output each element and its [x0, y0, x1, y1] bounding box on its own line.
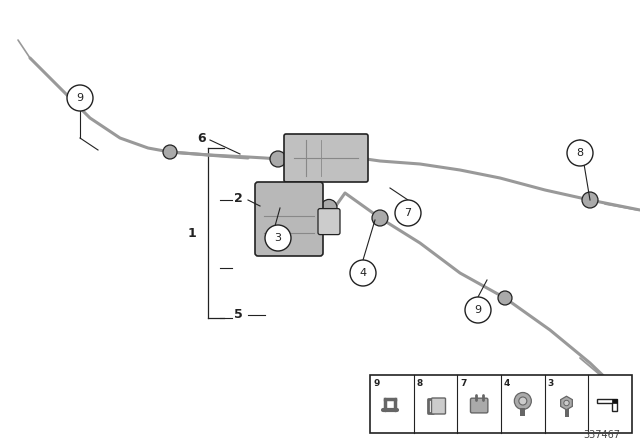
Text: 3: 3: [548, 379, 554, 388]
Circle shape: [498, 291, 512, 305]
Circle shape: [582, 192, 598, 208]
Circle shape: [265, 225, 291, 251]
FancyBboxPatch shape: [431, 398, 445, 414]
Text: 9: 9: [474, 305, 481, 315]
Text: 9: 9: [373, 379, 380, 388]
Text: 5: 5: [234, 309, 243, 322]
Polygon shape: [597, 399, 617, 411]
Text: 3: 3: [275, 233, 282, 243]
Circle shape: [350, 260, 376, 286]
Bar: [370, 375, 632, 433]
Text: 337467: 337467: [583, 430, 620, 440]
Text: 7: 7: [404, 208, 412, 218]
Circle shape: [567, 140, 593, 166]
Circle shape: [395, 200, 421, 226]
Polygon shape: [612, 399, 617, 403]
Text: 9: 9: [76, 93, 84, 103]
Circle shape: [564, 401, 569, 406]
Circle shape: [372, 210, 388, 226]
FancyBboxPatch shape: [255, 182, 323, 256]
Circle shape: [465, 297, 491, 323]
FancyBboxPatch shape: [284, 134, 368, 182]
Text: 2: 2: [234, 191, 243, 204]
Circle shape: [270, 151, 286, 167]
Circle shape: [163, 145, 177, 159]
FancyBboxPatch shape: [470, 398, 488, 413]
Bar: [520, 408, 525, 416]
Bar: [564, 409, 568, 417]
FancyBboxPatch shape: [318, 209, 340, 235]
Circle shape: [515, 392, 531, 409]
Text: 8: 8: [417, 379, 423, 388]
Text: 7: 7: [460, 379, 467, 388]
Text: 4: 4: [360, 268, 367, 278]
Text: 6: 6: [198, 132, 206, 145]
Circle shape: [67, 85, 93, 111]
Polygon shape: [561, 396, 572, 410]
Text: 4: 4: [504, 379, 510, 388]
Circle shape: [321, 199, 337, 215]
Circle shape: [519, 397, 527, 405]
Text: 1: 1: [188, 227, 196, 240]
Text: 8: 8: [577, 148, 584, 158]
